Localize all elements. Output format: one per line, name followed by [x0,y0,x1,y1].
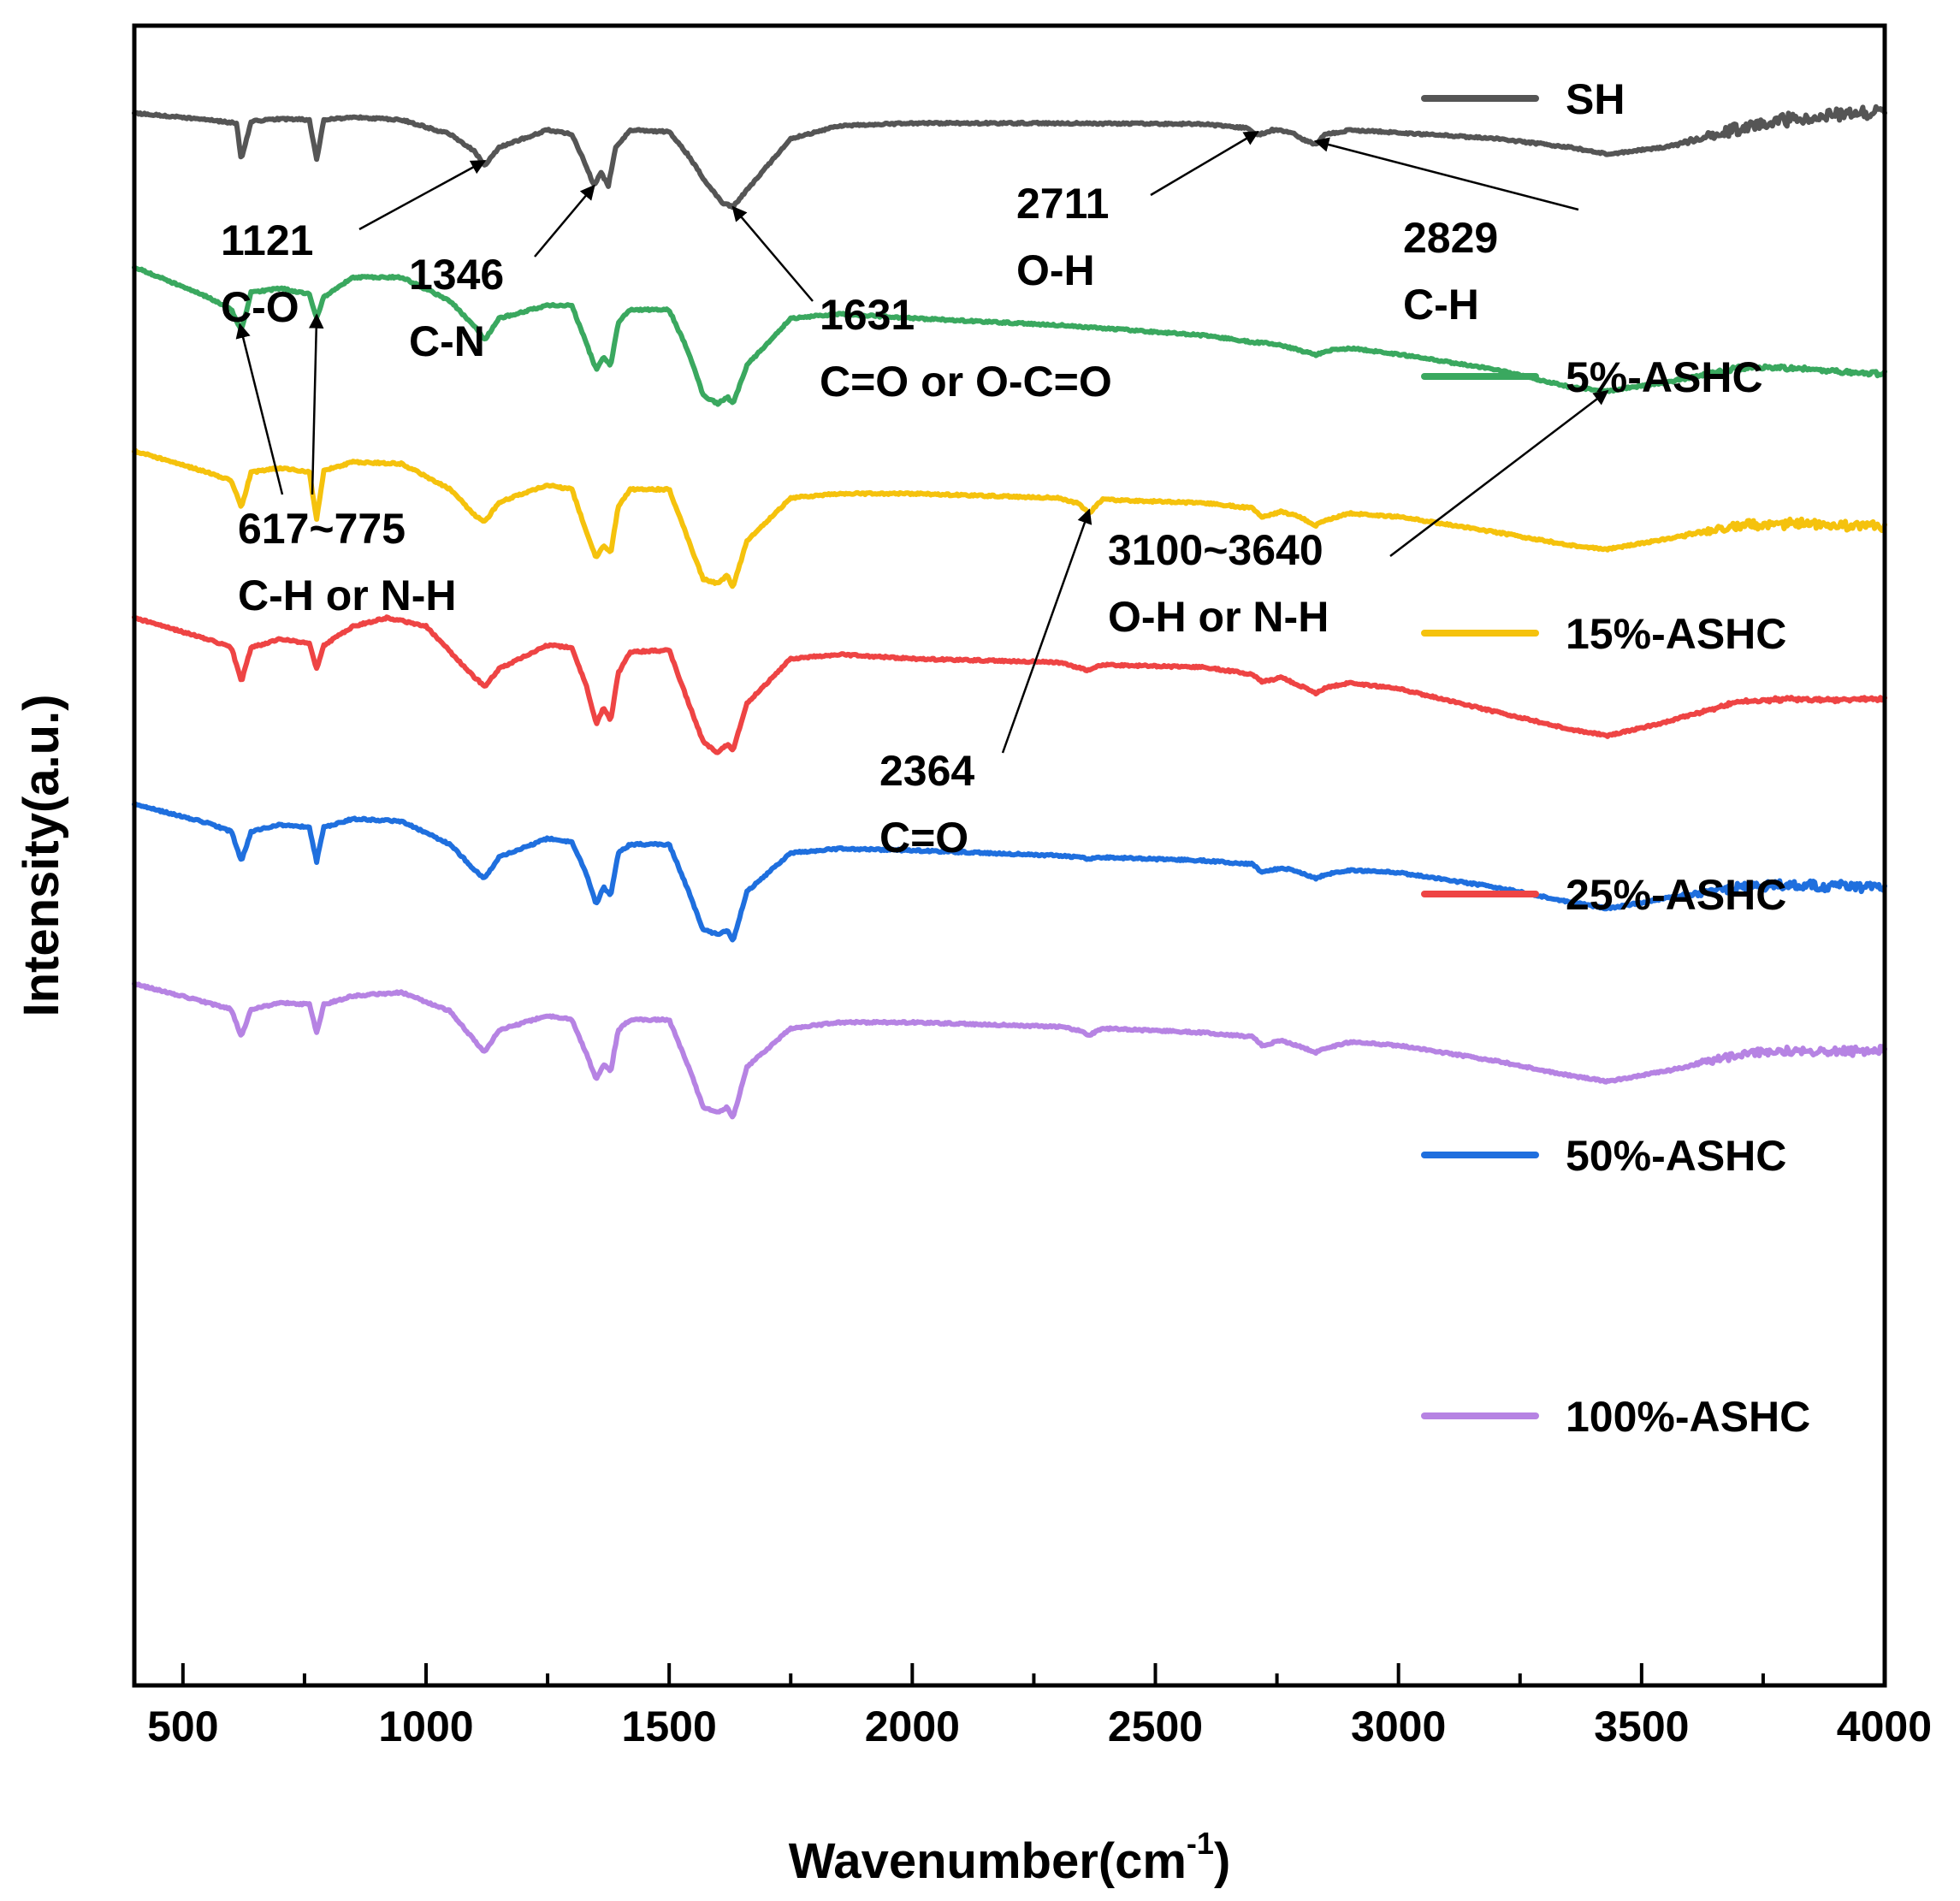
series-line-1 [132,264,1887,407]
annotation-a3100: 3100~3640 O-H or N-H [1108,389,1609,641]
annotation-arrow [534,184,595,258]
annotation-text: 1631 [820,291,915,339]
y-axis-label: Intensity(a.u.) [14,694,69,1016]
x-tick-label: 2000 [865,1703,960,1750]
annotation-text: 617~775 [238,505,406,553]
legend-label-3: 25%-ASHC [1566,871,1786,919]
legend: SH 5%-ASHC 15%-ASHC 25%-ASHC 50%-ASHC 100%-AS… [1421,75,1810,1441]
annotation-arrow [1150,130,1259,197]
legend-label-0: SH [1566,75,1625,123]
annotation-a1346: 1346 C-N [409,184,595,365]
x-axis: 500 1000 1500 2000 2500 3000 3500 4000 [147,1663,1932,1750]
annotation-arrow [731,205,814,302]
annotation-a2829: 2829 C-H [1313,137,1579,329]
annotation-a2711: 2711 O-H [1016,130,1259,294]
annotation-text: C-N [409,317,485,365]
annotation-text: C-H or N-H [238,571,457,619]
legend-label-4: 50%-ASHC [1566,1132,1786,1180]
x-tick-label: 3500 [1594,1703,1689,1750]
x-tick-label: 2500 [1108,1703,1203,1750]
annotation-text: O-H or N-H [1108,593,1329,641]
x-axis-label-close: ) [1214,1833,1230,1889]
series-line-0 [132,104,1887,210]
annotation-arrow [358,159,487,231]
annotation-a1631: 1631 C=O or O-C=O [731,205,1112,406]
series-line-5 [132,980,1887,1120]
legend-label-1: 5%-ASHC [1566,353,1763,401]
annotation-text: 3100~3640 [1108,526,1323,574]
annotation-text: 2364 [879,747,974,795]
x-axis-label-sup: -1 [1187,1826,1214,1861]
annotation-a1121: 1121 C-O [221,159,487,331]
annotation-arrow [308,313,324,495]
annotation-arrow [1001,508,1093,754]
annotation-arrow [1389,389,1609,557]
x-axis-label-main: Wavenumber(cm [789,1833,1187,1889]
annotation-text: O-H [1016,246,1095,294]
legend-label-2: 15%-ASHC [1566,610,1786,658]
annotation-text: C=O or O-C=O [820,358,1112,406]
annotation-text: 2829 [1403,214,1498,262]
x-tick-label: 3000 [1351,1703,1446,1750]
annotation-a2364: 2364 C=O [879,508,1093,862]
annotation-text: 1346 [409,251,504,299]
x-tick-label: 1500 [622,1703,717,1750]
x-tick-label: 1000 [378,1703,473,1750]
annotation-text: C-O [221,283,299,331]
x-tick-label: 500 [147,1703,218,1750]
annotation-a617: 617~775 C-H or N-H [235,313,457,619]
plot-frame [132,23,1887,1688]
annotation-arrow [1313,137,1579,211]
x-axis-label: Wavenumber(cm-1) [789,1826,1231,1889]
series-layer [132,104,1887,1120]
annotation-arrow [235,323,284,495]
annotation-layer: 1121 C-O 1346 C-N 1631 C=O or O-C=O 2711 O-H 282… [221,130,1609,862]
annotation-text: 2711 [1016,180,1109,228]
x-tick-label: 4000 [1837,1703,1932,1750]
annotation-text: 1121 [221,216,313,264]
annotation-text: C-H [1403,281,1479,329]
annotation-text: C=O [879,814,968,862]
legend-label-5: 100%-ASHC [1566,1393,1810,1441]
series-line-3 [132,614,1887,755]
series-line-4 [132,801,1887,943]
series-line-2 [132,447,1887,589]
